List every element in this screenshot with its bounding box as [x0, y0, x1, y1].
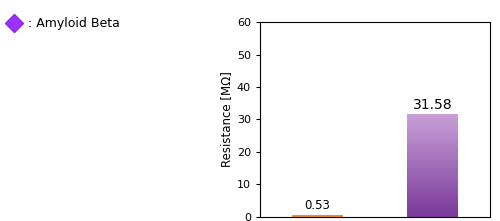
- Text: : Amyloid Beta: : Amyloid Beta: [28, 17, 120, 30]
- Y-axis label: Resistance [MΩ]: Resistance [MΩ]: [220, 71, 232, 167]
- Text: 0.53: 0.53: [304, 199, 330, 212]
- Bar: [292, 215, 344, 217]
- Text: 31.58: 31.58: [412, 98, 453, 112]
